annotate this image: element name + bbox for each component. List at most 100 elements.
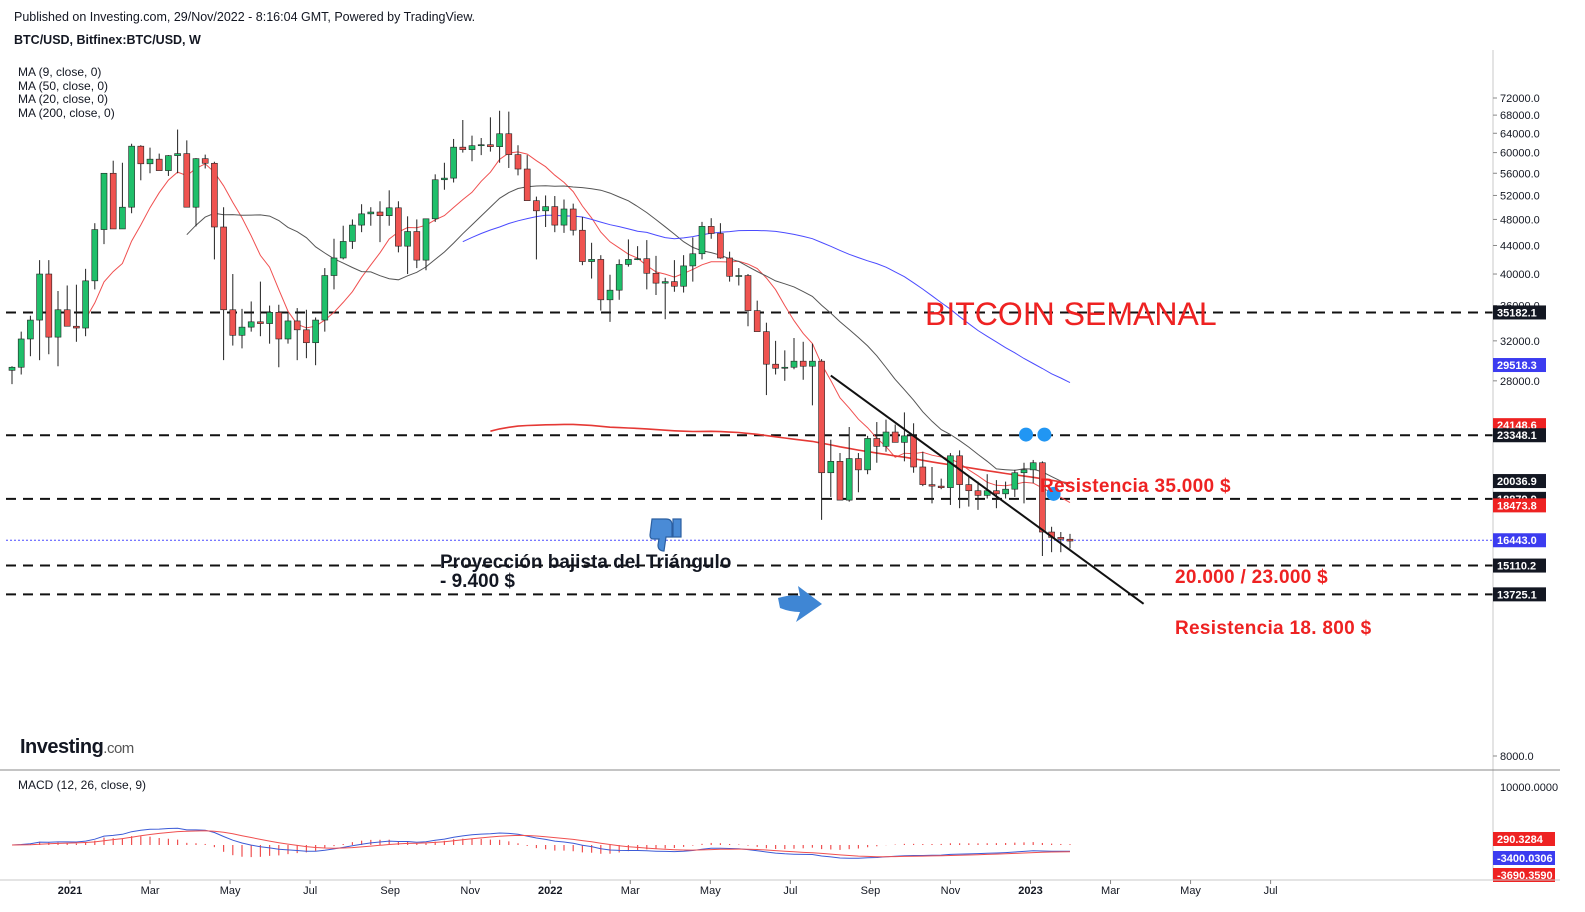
candle [321,268,329,332]
legend-ma-200: MA (200, close, 0) [18,105,115,120]
candle [855,453,862,493]
candle [312,317,319,366]
resistance-lines [6,311,1493,596]
candle [155,153,163,171]
candle [1029,459,1037,484]
time-tick-label: Nov [460,885,480,897]
candle [873,422,881,463]
right-arrow-icon [778,586,822,622]
candle [395,201,402,253]
candle [671,260,678,292]
svg-text:20036.9: 20036.9 [1497,476,1537,488]
annotation-projection: Proyección bajista del Triángulo - 9.400… [440,553,731,591]
candle [284,312,292,344]
time-tick-label: May [700,885,721,897]
time-axis[interactable]: 2021 Mar May Jul Sep Nov 2022 Mar May Jul Sep Nov 20… [0,879,1560,897]
candle [864,435,871,475]
candle [367,207,375,226]
candle [238,308,246,349]
price-tick-label: 72000.0 [1500,93,1540,105]
ma-20-line [186,185,1071,487]
candle [229,274,237,346]
candle [119,162,126,230]
candle [763,322,770,396]
price-level-badge: 13725.1 [1493,587,1546,602]
svg-text:29518.3: 29518.3 [1497,360,1537,372]
pivot-marker-icon [1019,427,1033,442]
price-tick-label: 40000.0 [1500,269,1540,281]
candle [477,137,485,156]
candle [146,147,154,174]
candle [1002,481,1009,499]
candle [836,453,844,501]
candle [606,274,614,322]
price-level-badge: 35182.1 [1493,305,1546,320]
candle [109,160,117,230]
candle [385,190,393,226]
legend-ma-9: MA (9, close, 0) [18,65,102,79]
candle [459,120,467,153]
candle [1011,469,1019,497]
candle [431,174,439,222]
published-note: Published on Investing.com, 29/Nov/2022 … [14,10,476,24]
time-tick-label: 2023 [1018,885,1042,897]
time-tick-label: 2021 [58,885,82,897]
indicator-legend: MA (9, close, 0) MA (50, close, 0) MA (2… [18,65,115,120]
candle [441,162,448,190]
svg-text:-3690.3590: -3690.3590 [1497,870,1553,882]
candle [827,439,835,497]
candle [450,138,457,183]
price-level-badge: 20036.9 [1493,474,1546,489]
price-level-badge: 23348.1 [1493,428,1546,443]
candle [100,172,108,245]
candle [937,478,945,490]
svg-text:10000.0000: 10000.0000 [1500,782,1558,794]
candle [533,196,540,260]
candle [707,218,715,239]
candle [165,155,172,176]
time-tick-label: Jul [303,885,317,897]
svg-text:13725.1: 13725.1 [1497,589,1537,601]
candle [965,475,973,507]
candle [569,203,577,236]
price-tick-label: 32000.0 [1500,336,1540,348]
candle [910,423,917,473]
candle [349,219,356,249]
ma-9-line [85,151,1071,504]
investing-logo: Investing.com [20,736,134,758]
price-axis[interactable]: 72000.0 68000.0 64000.0 60000.0 56000.0 52000… [0,50,1560,882]
candle [901,412,908,462]
drawings [649,374,1145,622]
candle [680,255,687,293]
candle [487,117,494,152]
candle [404,216,411,275]
candle [91,223,99,290]
candle [257,281,264,337]
candle [772,340,779,375]
candle [1039,461,1046,557]
candle [983,474,991,499]
legend-ma-20: MA (20, close, 0) [18,92,109,106]
time-tick-label: Mar [141,885,160,897]
candle [36,260,43,361]
candle [505,111,513,168]
macd-pane [11,827,1071,859]
candle [192,158,200,227]
candle [542,195,549,228]
macd-legend: MACD (12, 26, close, 9) [18,778,147,792]
candle [201,154,209,169]
candle [615,259,623,300]
price-tick-label: 48000.0 [1500,214,1540,226]
price-tick-label: 68000.0 [1500,110,1540,122]
candle [63,285,71,327]
candle [588,242,595,279]
candle [1066,533,1074,549]
candle [523,155,531,201]
signal-line [11,830,1071,858]
pivot-marker-icon [1046,486,1061,501]
time-tick-label: Sep [861,885,881,897]
candle [376,201,384,243]
candle [891,424,899,443]
candle [689,237,697,282]
